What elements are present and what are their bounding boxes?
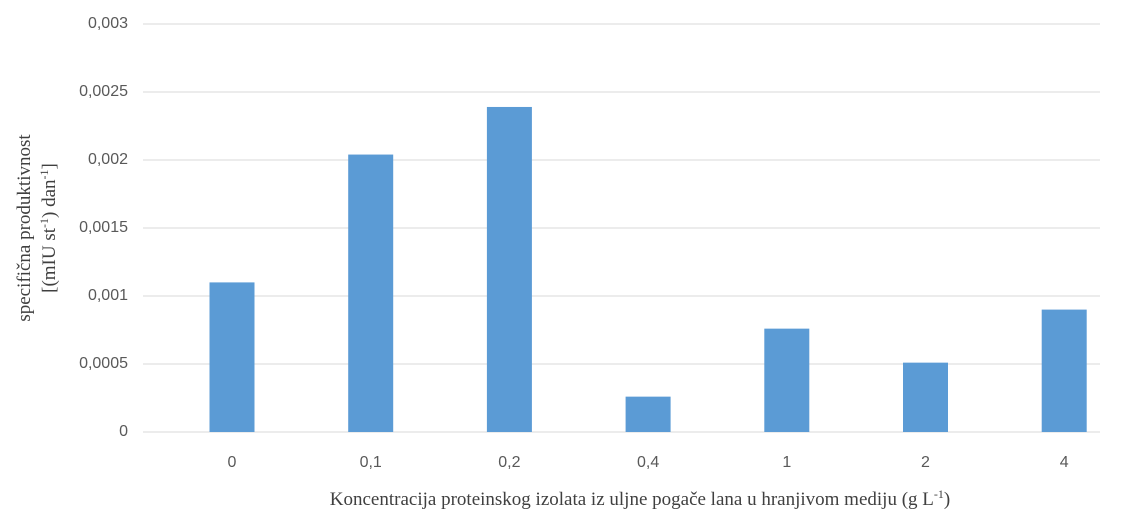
y-tick-label: 0,0015 <box>79 219 128 236</box>
label-part: ) <box>944 489 950 510</box>
x-tick-label: 4 <box>1060 454 1069 471</box>
y-tick-label: 0,0025 <box>79 83 128 100</box>
superscript: -1 <box>934 487 944 501</box>
x-tick-label: 0 <box>228 454 237 471</box>
x-tick-label: 0,4 <box>637 454 659 471</box>
x-tick-label: 0,1 <box>360 454 382 471</box>
superscript: -1 <box>37 218 51 228</box>
bar <box>625 396 671 432</box>
x-tick-label: 2 <box>921 454 930 471</box>
y-axis-title-line: specifična produktivnost <box>14 134 35 322</box>
label-part: ] <box>39 163 60 169</box>
label-part: specifična produktivnost <box>14 134 35 322</box>
label-part: [(mIU st <box>39 227 60 293</box>
bar <box>764 328 810 432</box>
bar <box>903 362 948 432</box>
bar <box>348 154 394 432</box>
superscript: -1 <box>37 169 51 179</box>
y-axis-title: specifična produktivnost [(mIU st-1) dan-… <box>14 134 60 322</box>
label-part: Koncentracija proteinskog izolata iz ulj… <box>330 489 934 510</box>
y-tick-label: 0,0005 <box>79 355 128 372</box>
x-axis-title: Koncentracija proteinskog izolata iz ulj… <box>330 487 950 510</box>
y-tick-label: 0,003 <box>88 15 128 32</box>
y-axis-title-line: [(mIU st-1) dan-1] <box>37 163 60 293</box>
y-tick-label: 0,001 <box>88 287 128 304</box>
y-tick-label: 0 <box>119 423 128 440</box>
x-tick-label: 0,2 <box>498 454 520 471</box>
x-tick-label: 1 <box>782 454 791 471</box>
label-part: ) dan <box>39 179 60 218</box>
bar <box>1041 309 1087 432</box>
bar <box>209 282 255 432</box>
y-tick-label: 0,002 <box>88 151 128 168</box>
bar <box>486 106 532 433</box>
